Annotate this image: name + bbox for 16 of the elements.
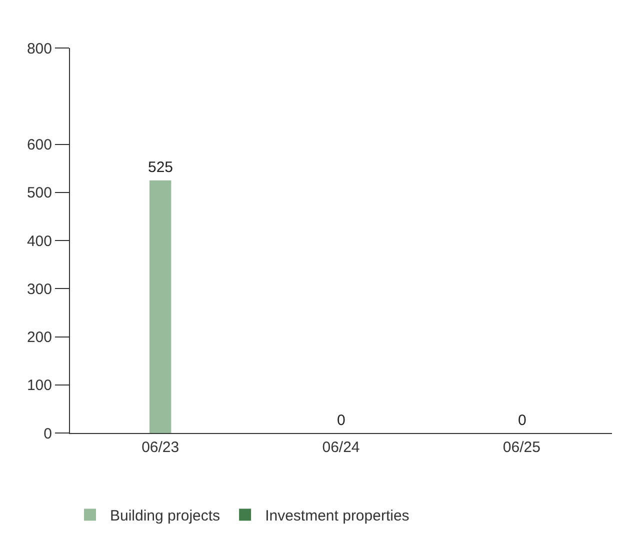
y-tick-label: 600 bbox=[26, 136, 52, 154]
y-tick-label: 200 bbox=[26, 329, 52, 346]
y-tick-label: 0 bbox=[44, 425, 52, 442]
total-label: 0 bbox=[518, 412, 526, 429]
y-tick-label: 300 bbox=[26, 280, 52, 298]
total-label: 525 bbox=[148, 159, 174, 176]
y-tick-label: 400 bbox=[26, 232, 52, 250]
x-tick-label: 06/25 bbox=[502, 439, 540, 456]
y-tick-label: 500 bbox=[26, 184, 52, 202]
x-tick-label: 06/24 bbox=[322, 439, 360, 456]
legend-label: Building projects bbox=[110, 508, 220, 525]
y-tick-label: 100 bbox=[26, 377, 52, 394]
total-label: 0 bbox=[337, 412, 346, 429]
x-tick-label: 06/23 bbox=[142, 439, 180, 456]
legend-label: Investment properties bbox=[265, 508, 410, 525]
y-tick-label: 800 bbox=[26, 40, 52, 58]
